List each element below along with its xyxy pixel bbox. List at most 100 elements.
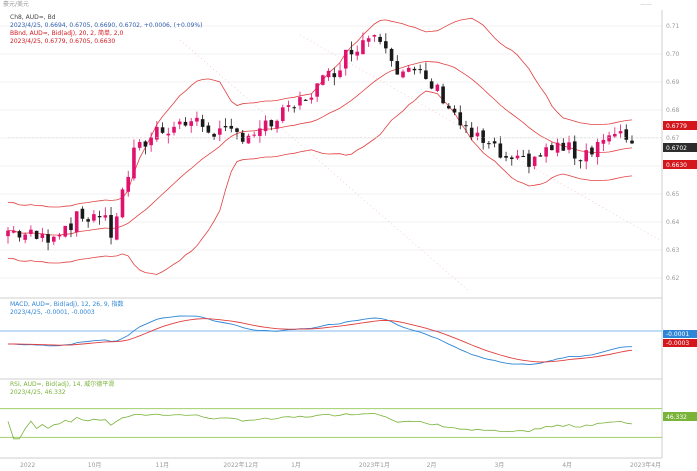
price-tick-label: 0.71 <box>666 23 680 30</box>
candle-body <box>458 112 463 126</box>
price-tick-label: 0.67 <box>666 135 680 142</box>
candle-body <box>114 216 119 240</box>
candle-body <box>578 160 583 162</box>
candle-body <box>389 48 394 61</box>
candle-body <box>435 84 440 91</box>
candle-body <box>509 157 514 160</box>
price-panel-title: Ch8, AUD=, Bd <box>10 14 56 21</box>
candle-body <box>160 127 165 133</box>
rsi-values: 2023/4/25, 46.332 <box>10 389 66 396</box>
top-bar-title: 豪元/美元 <box>3 0 29 8</box>
macd-values: 2023/4/25, -0.0001, -0.0003 <box>10 309 95 316</box>
candle-body <box>263 120 268 132</box>
lower-band-value: 0.6630 <box>666 162 687 169</box>
candle-body <box>321 75 325 85</box>
time-tick-label: 3月 <box>494 462 504 469</box>
trend-projection <box>179 39 471 293</box>
candle-body <box>17 231 22 238</box>
candle-body <box>206 125 211 133</box>
candle-body <box>298 97 302 106</box>
candle-body <box>189 121 193 126</box>
candle-body <box>63 225 68 237</box>
candle-body <box>401 71 405 78</box>
candle-body <box>550 145 554 151</box>
upper-band-value: 0.6779 <box>666 123 687 130</box>
candle-body <box>406 67 411 72</box>
candle-body <box>464 125 468 127</box>
time-tick-label: 2022 <box>20 462 35 469</box>
signal-line <box>8 318 633 363</box>
candle-body <box>309 97 314 100</box>
candle-body <box>544 147 548 157</box>
time-tick-label: 10月 <box>88 462 102 469</box>
candle-body <box>447 105 451 109</box>
lower-band-badge: 0.6630 <box>663 160 697 169</box>
candle-body <box>286 105 291 107</box>
top-bar-right: —— <box>640 1 652 8</box>
candle-body <box>252 134 256 136</box>
candle-body <box>515 155 520 159</box>
price-tick-label: 0.65 <box>666 191 680 198</box>
macd-lines <box>0 315 662 366</box>
candle-body <box>366 38 371 42</box>
candle-body <box>395 61 400 75</box>
candle-body <box>481 130 485 143</box>
time-tick-label: 2023年1月 <box>359 461 390 469</box>
candle-body <box>51 236 56 242</box>
price-tick-label: 0.70 <box>666 51 680 58</box>
candle-body <box>355 51 360 56</box>
candle-body <box>97 216 102 218</box>
candle-body <box>269 120 274 127</box>
candle-body <box>349 49 354 55</box>
candle-body <box>584 150 589 162</box>
price-quote: 2023/4/25, 0.6694, 0.6705, 0.6690, 0.670… <box>10 22 202 29</box>
candle-body <box>492 141 497 144</box>
candle-body <box>452 108 457 113</box>
time-axis[interactable]: 2022 10月 11月 2022年12月 1月 2023年1月 2月 3月 4月 2023年4月 <box>20 461 661 469</box>
candle-body <box>303 99 308 101</box>
candle-body <box>561 142 566 151</box>
candle-body <box>132 147 136 179</box>
candle-body <box>590 147 594 155</box>
candle-body <box>630 140 634 144</box>
bollinger-values: 2023/4/25, 0.6779, 0.6705, 0.6630 <box>10 38 115 45</box>
price-tick-label: 0.63 <box>666 247 680 254</box>
candle-body <box>487 143 491 145</box>
candle-body <box>343 49 348 69</box>
candle-body <box>429 81 434 89</box>
candle-body <box>46 234 50 243</box>
candle-body <box>195 117 199 122</box>
candle-body <box>183 121 188 126</box>
candle-body <box>595 141 600 158</box>
candle-body <box>624 129 629 140</box>
candle-body <box>384 41 388 49</box>
candle-body <box>120 189 125 218</box>
candle-body <box>498 143 503 158</box>
candle-body <box>6 230 10 237</box>
candle-body <box>200 119 205 127</box>
rsi-badge: 46.332 <box>663 412 697 421</box>
candle-body <box>332 73 337 78</box>
candle-body <box>240 132 245 142</box>
candle-body <box>292 107 297 109</box>
bollinger-upper <box>7 17 633 208</box>
candle-body <box>34 230 39 239</box>
candle-body <box>177 121 182 125</box>
candle-body <box>532 156 537 166</box>
bollinger-lower <box>7 90 633 275</box>
grid-lines <box>0 25 662 279</box>
candle-body <box>280 107 285 122</box>
candle-body <box>361 40 365 55</box>
candle-body <box>229 125 234 129</box>
candle-body <box>521 156 526 158</box>
bollinger-label: BBnd, AUD=, Bid(adj), 20, 2, 简单, 2,0 <box>10 29 123 37</box>
candlesticks <box>6 32 662 251</box>
candle-body <box>618 131 623 134</box>
candle-body <box>246 135 251 144</box>
candle-body <box>57 234 62 237</box>
candle-body <box>126 176 131 192</box>
candle-body <box>572 141 577 159</box>
candle-body <box>172 126 176 133</box>
